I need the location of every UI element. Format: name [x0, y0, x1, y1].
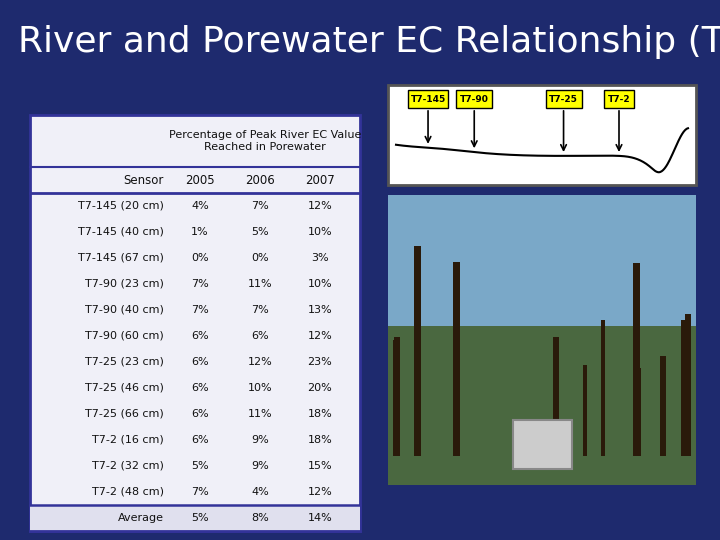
- Bar: [681, 320, 685, 456]
- Bar: [660, 356, 665, 456]
- Text: 12%: 12%: [307, 331, 333, 341]
- Bar: [415, 246, 421, 456]
- Text: 2005: 2005: [185, 173, 215, 186]
- Text: T7-90 (40 cm): T7-90 (40 cm): [85, 305, 164, 315]
- Text: T7-2 (48 cm): T7-2 (48 cm): [92, 487, 164, 497]
- Text: Percentage of Peak River EC Value
Reached in Porewater: Percentage of Peak River EC Value Reache…: [168, 130, 361, 152]
- Text: T7-25 (46 cm): T7-25 (46 cm): [85, 383, 164, 393]
- Text: 0%: 0%: [192, 253, 209, 263]
- FancyBboxPatch shape: [30, 505, 360, 531]
- Text: 12%: 12%: [248, 357, 272, 367]
- Bar: [601, 320, 605, 456]
- Text: 8%: 8%: [251, 513, 269, 523]
- Text: 20%: 20%: [307, 383, 333, 393]
- Text: 11%: 11%: [248, 409, 272, 419]
- FancyBboxPatch shape: [388, 195, 696, 326]
- Text: T7-25: T7-25: [549, 94, 578, 104]
- Text: River and Porewater EC Relationship (T-7): River and Porewater EC Relationship (T-7…: [18, 25, 720, 59]
- Text: 6%: 6%: [192, 357, 209, 367]
- FancyBboxPatch shape: [388, 195, 696, 485]
- Text: 5%: 5%: [192, 461, 209, 471]
- Text: 5%: 5%: [251, 227, 269, 237]
- Text: T7-25 (66 cm): T7-25 (66 cm): [85, 409, 164, 419]
- FancyBboxPatch shape: [408, 90, 448, 108]
- FancyBboxPatch shape: [604, 90, 634, 108]
- Text: 2007: 2007: [305, 173, 335, 186]
- Bar: [582, 366, 588, 456]
- Text: 0%: 0%: [251, 253, 269, 263]
- Text: 6%: 6%: [192, 331, 209, 341]
- Text: 9%: 9%: [251, 435, 269, 445]
- Text: 9%: 9%: [251, 461, 269, 471]
- Text: 6%: 6%: [192, 409, 209, 419]
- Text: T7-25 (23 cm): T7-25 (23 cm): [85, 357, 164, 367]
- Text: 2006: 2006: [245, 173, 275, 186]
- Text: 4%: 4%: [251, 487, 269, 497]
- Text: 6%: 6%: [192, 383, 209, 393]
- Text: 1%: 1%: [192, 227, 209, 237]
- Bar: [453, 262, 460, 456]
- Text: T7-145 (67 cm): T7-145 (67 cm): [78, 253, 164, 263]
- Text: 7%: 7%: [191, 487, 209, 497]
- Bar: [634, 368, 642, 456]
- Bar: [552, 337, 559, 456]
- Bar: [634, 263, 639, 456]
- FancyBboxPatch shape: [456, 90, 492, 108]
- Text: 13%: 13%: [307, 305, 333, 315]
- Text: T7-145 (40 cm): T7-145 (40 cm): [78, 227, 164, 237]
- Text: T7-2 (32 cm): T7-2 (32 cm): [92, 461, 164, 471]
- Text: 10%: 10%: [307, 227, 333, 237]
- Text: 11%: 11%: [248, 279, 272, 289]
- Text: Sensor: Sensor: [124, 173, 164, 186]
- Text: 12%: 12%: [307, 487, 333, 497]
- FancyBboxPatch shape: [30, 115, 360, 531]
- Bar: [392, 340, 400, 456]
- Text: 7%: 7%: [251, 201, 269, 211]
- Text: T7-2: T7-2: [608, 94, 630, 104]
- FancyBboxPatch shape: [513, 420, 572, 469]
- Text: T7-145: T7-145: [410, 94, 446, 104]
- Text: 10%: 10%: [307, 279, 333, 289]
- Text: T7-145 (20 cm): T7-145 (20 cm): [78, 201, 164, 211]
- Text: 7%: 7%: [191, 305, 209, 315]
- Text: 3%: 3%: [311, 253, 329, 263]
- Text: 5%: 5%: [192, 513, 209, 523]
- Text: 7%: 7%: [191, 279, 209, 289]
- Text: 15%: 15%: [307, 461, 333, 471]
- Text: Average: Average: [118, 513, 164, 523]
- Text: T7-90 (23 cm): T7-90 (23 cm): [85, 279, 164, 289]
- FancyBboxPatch shape: [546, 90, 582, 108]
- Text: 12%: 12%: [307, 201, 333, 211]
- Text: 14%: 14%: [307, 513, 333, 523]
- Text: 10%: 10%: [248, 383, 272, 393]
- Text: T7-2 (16 cm): T7-2 (16 cm): [92, 435, 164, 445]
- Text: 23%: 23%: [307, 357, 333, 367]
- Text: T7-90 (60 cm): T7-90 (60 cm): [85, 331, 164, 341]
- Text: 7%: 7%: [251, 305, 269, 315]
- Text: 18%: 18%: [307, 435, 333, 445]
- Bar: [685, 314, 691, 456]
- Text: 4%: 4%: [191, 201, 209, 211]
- Text: T7-90: T7-90: [460, 94, 489, 104]
- FancyBboxPatch shape: [388, 85, 696, 185]
- Text: 6%: 6%: [192, 435, 209, 445]
- Bar: [394, 338, 400, 456]
- Text: 6%: 6%: [251, 331, 269, 341]
- Text: 18%: 18%: [307, 409, 333, 419]
